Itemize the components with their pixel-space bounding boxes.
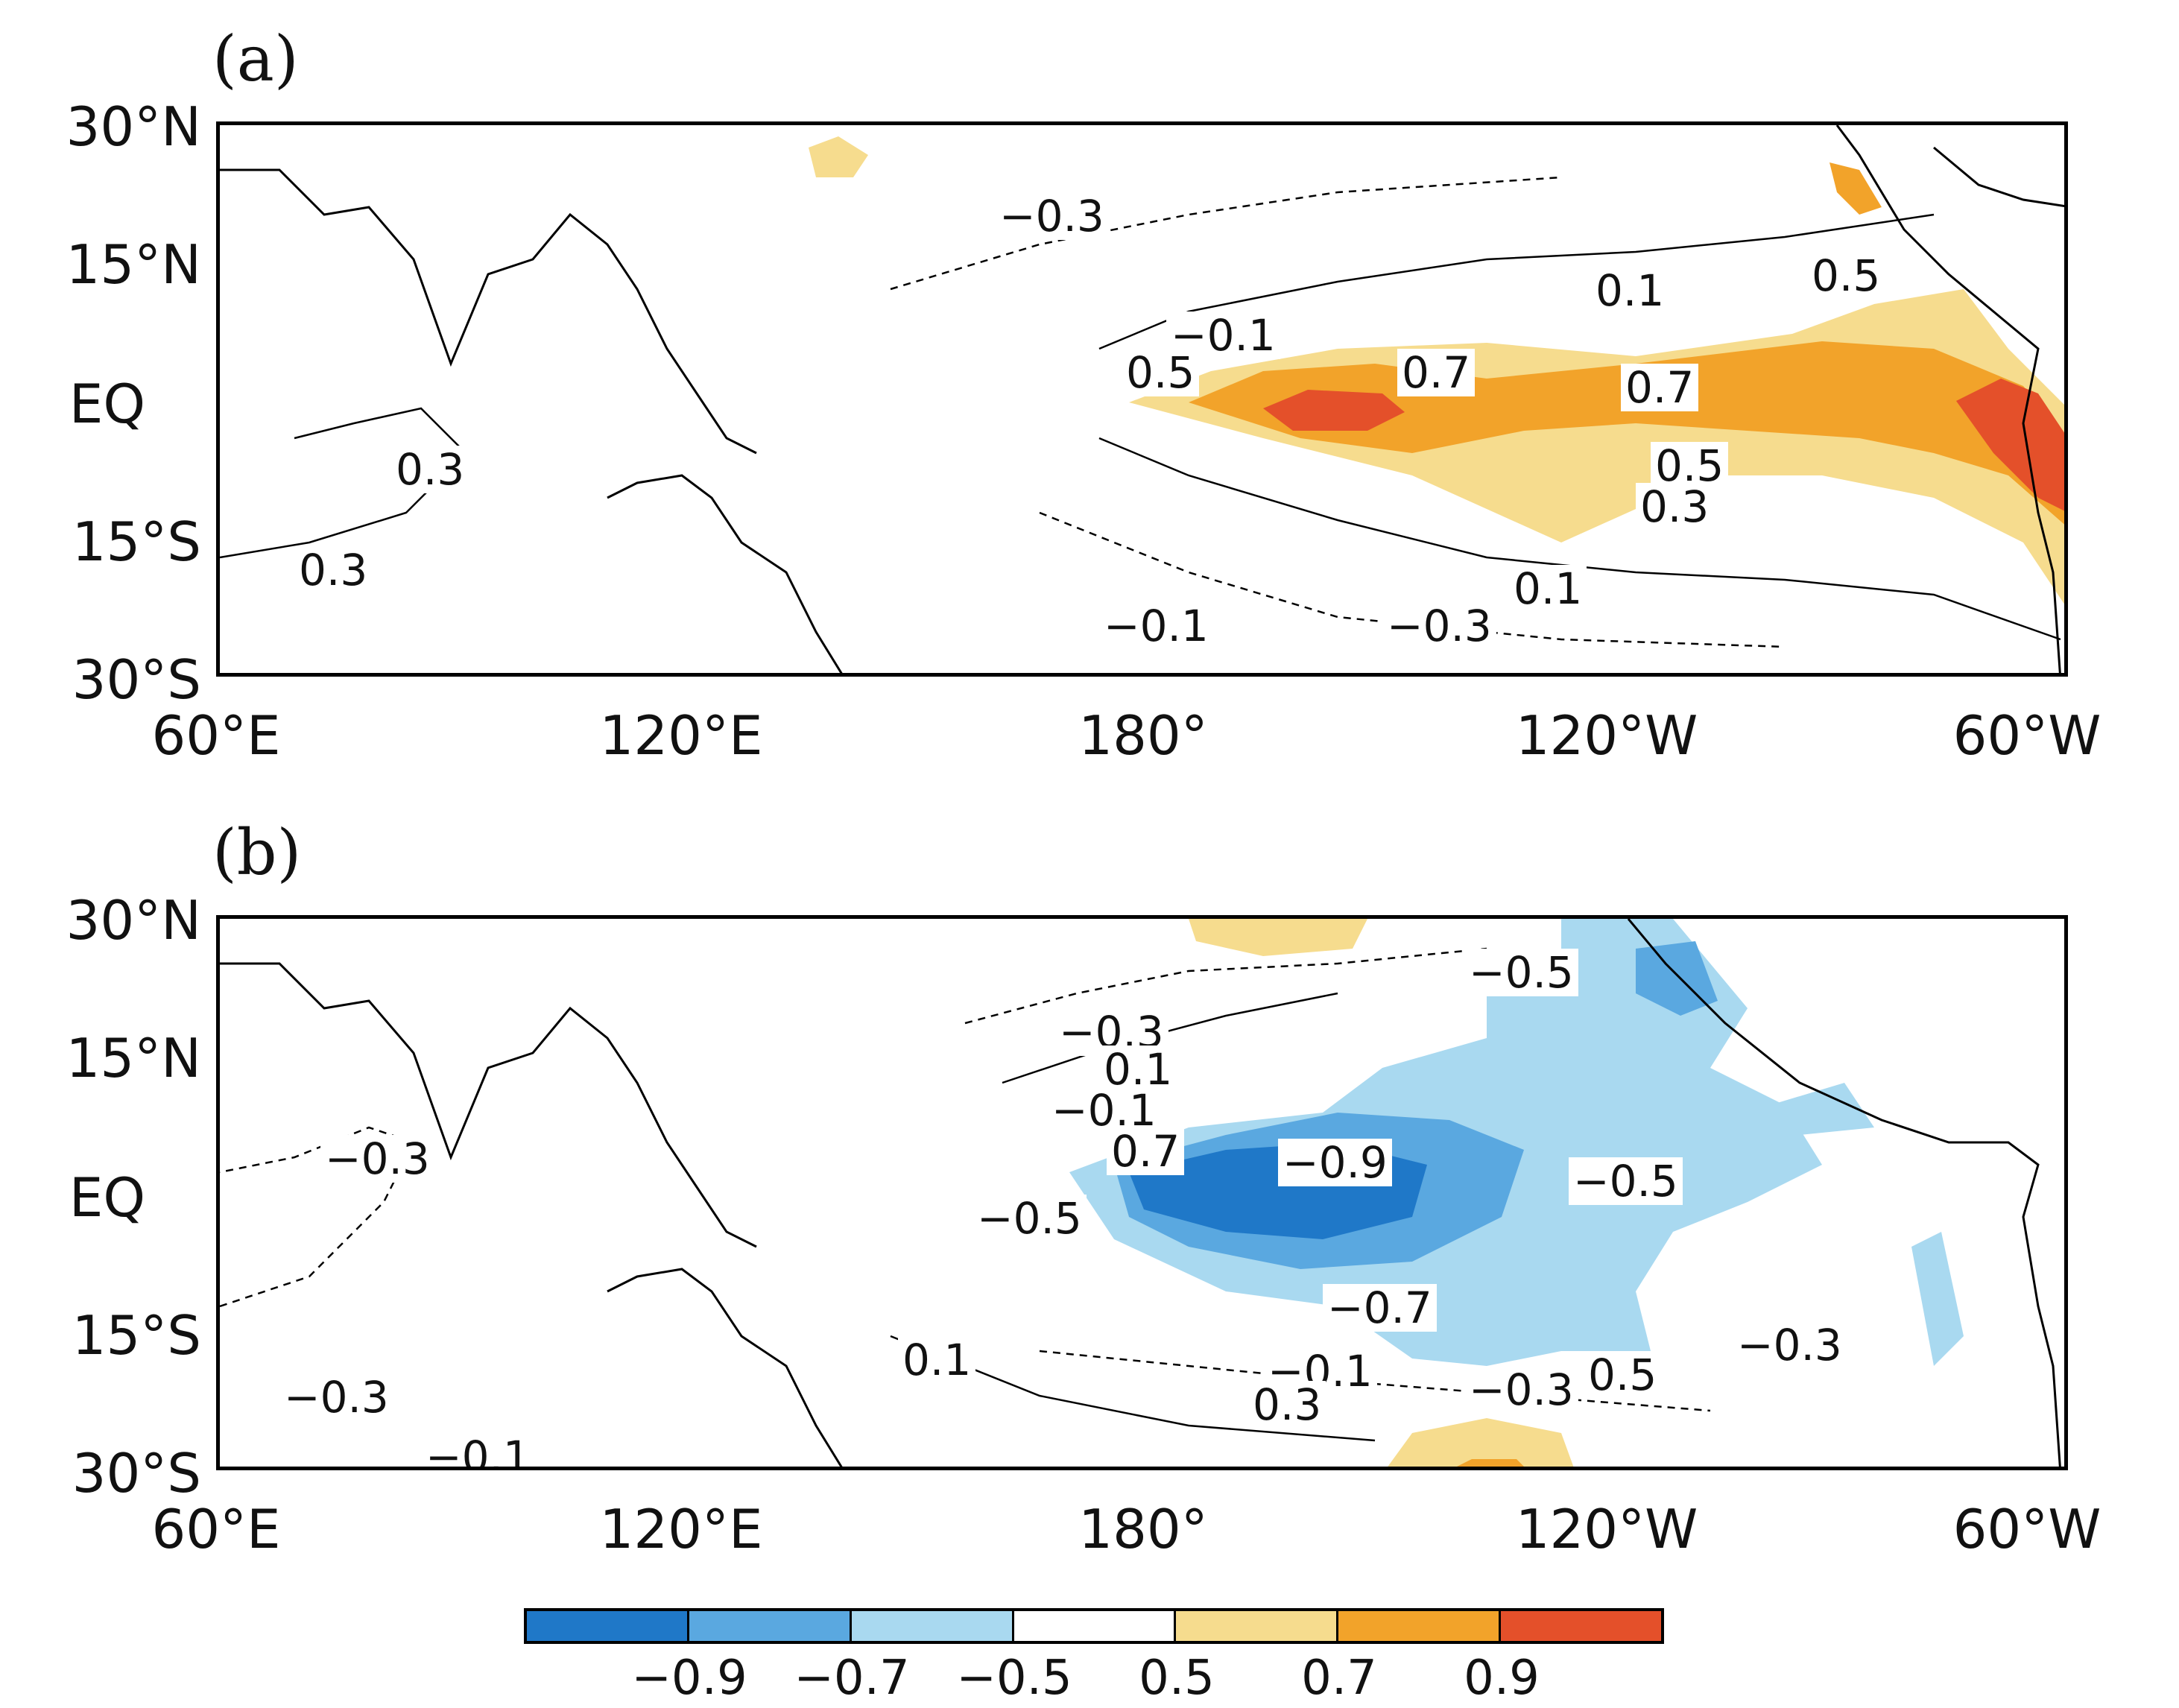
contour-label: −0.9	[1278, 1139, 1392, 1186]
contour-label: 0.7	[1621, 364, 1699, 411]
lon-tick: 120°W	[1515, 1498, 1698, 1560]
contour-label: 0.7	[1107, 1127, 1185, 1175]
coastline	[607, 1268, 843, 1467]
contour-label: 0.5	[1122, 349, 1200, 396]
fill-neg0.7-region	[1636, 941, 1718, 1016]
lon-tick: 60°E	[151, 1498, 281, 1560]
panel-b-label: (b)	[212, 816, 302, 889]
coastline	[220, 168, 757, 455]
lat-tick: 15°N	[66, 233, 201, 296]
contour-label: −0.1	[421, 1433, 535, 1467]
lon-tick: 60°W	[1952, 704, 2101, 767]
contour-label: −0.3	[1733, 1321, 1847, 1369]
contour-label: 0.1	[898, 1336, 976, 1384]
lat-tick: 30°S	[72, 648, 201, 711]
fill-0.9-region	[1956, 379, 2064, 511]
lon-tick: 120°E	[599, 704, 763, 767]
colorbar-label: −0.5	[956, 1651, 1072, 1706]
lon-tick: 180°	[1078, 1498, 1208, 1560]
lat-tick: EQ	[69, 373, 145, 435]
contour-label: 0.7	[1397, 349, 1476, 396]
fill-0.9-region	[1263, 390, 1405, 431]
lon-tick: 180°	[1078, 704, 1208, 767]
contour-label: 0.5	[1584, 1351, 1662, 1399]
fill-neg0.7-region	[1457, 1157, 1509, 1195]
map-panel-b: −0.5 −0.3 0.1 −0.1 −0.3 0.7 −0.9 −0.5 −0…	[216, 915, 2068, 1470]
coastline	[220, 962, 757, 1248]
contour-label: 0.1	[1099, 1046, 1177, 1093]
lat-tick: 15°N	[66, 1027, 201, 1089]
map-b-svg	[220, 919, 2061, 1467]
coastline	[1835, 125, 2061, 673]
lon-tick: 60°W	[1952, 1498, 2101, 1560]
coastline	[1627, 919, 2061, 1467]
lat-tick: 30°S	[72, 1442, 201, 1505]
contour-label: −0.3	[320, 1135, 434, 1183]
contour-label: −0.3	[1464, 1366, 1578, 1414]
contour-label: −0.5	[1464, 949, 1578, 996]
contour-line	[220, 1126, 415, 1308]
fill-0.5-region	[1189, 919, 1367, 956]
colorbar-segment	[1501, 1611, 1662, 1641]
contour-label: −0.7	[1323, 1284, 1437, 1332]
contour-label: −0.1	[1047, 1087, 1161, 1134]
fill-0.7-region	[1829, 162, 1882, 215]
contour-line	[890, 176, 1562, 291]
contour-label: 0.3	[391, 446, 469, 493]
contour-label: −0.3	[1382, 602, 1496, 650]
colorbar-label: −0.7	[794, 1651, 910, 1706]
colorbar-label: 0.5	[1139, 1651, 1215, 1706]
colorbar-label: 0.7	[1301, 1651, 1377, 1706]
colorbar-label: 0.9	[1464, 1651, 1540, 1706]
coastline	[1933, 146, 2064, 207]
lat-tick: 15°S	[72, 510, 201, 573]
colorbar-label: −0.9	[631, 1651, 747, 1706]
lat-tick: 30°N	[66, 889, 201, 952]
contour-label: −0.1	[1099, 602, 1213, 650]
colorbar-segment	[851, 1611, 1014, 1641]
map-a-svg	[220, 125, 2064, 673]
contour-label: 0.5	[1651, 442, 1729, 490]
contour-label: −0.3	[279, 1373, 393, 1421]
lon-tick: 60°E	[151, 704, 281, 767]
contour-line	[1002, 992, 1338, 1084]
lon-tick: 120°W	[1515, 704, 1698, 767]
fill-neg0.5-region	[1770, 1083, 1874, 1135]
colorbar-segment	[527, 1611, 689, 1641]
contour-label: 0.3	[1248, 1381, 1326, 1429]
colorbar	[524, 1608, 1664, 1644]
lat-tick: EQ	[69, 1166, 145, 1229]
panel-a-label: (a)	[212, 22, 299, 95]
coastline	[607, 474, 843, 673]
contour-label: 0.1	[1591, 267, 1669, 314]
colorbar-segment	[689, 1611, 852, 1641]
fill-0.5-region	[1388, 1418, 1574, 1467]
contour-line	[964, 947, 1487, 1025]
fill-neg0.5-region	[1911, 1232, 1964, 1366]
lon-tick: 120°E	[599, 1498, 763, 1560]
contour-label: 0.3	[1636, 483, 1714, 531]
map-panel-a: −0.3 0.1 0.5 −0.1 0.5 0.7 0.7 0.5 0.3 0.…	[216, 121, 2068, 677]
contour-label: 0.1	[1509, 565, 1587, 613]
contour-label: 0.5	[1807, 252, 1885, 300]
fill-0.7-region	[1457, 1459, 1524, 1467]
contour-label: −0.5	[973, 1195, 1087, 1242]
fill-0.5-region	[809, 136, 868, 177]
colorbar-segment	[1338, 1611, 1502, 1641]
lat-tick: 15°S	[72, 1304, 201, 1367]
contour-label: 0.3	[294, 546, 373, 594]
colorbar-segment	[1176, 1611, 1339, 1641]
lat-tick: 30°N	[66, 95, 201, 158]
contour-label: −0.3	[995, 192, 1109, 240]
contour-label: −0.5	[1569, 1157, 1683, 1205]
colorbar-segment	[1013, 1611, 1177, 1641]
